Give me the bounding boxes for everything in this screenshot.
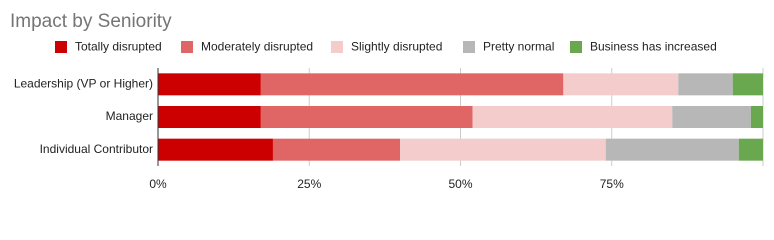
- legend-label: Moderately disrupted: [201, 40, 313, 54]
- legend-swatch: [331, 41, 343, 53]
- bar-segment: [472, 106, 673, 128]
- legend-swatch: [181, 41, 193, 53]
- bar-segment: [260, 106, 473, 128]
- y-tick-label: Individual Contributor: [40, 142, 153, 156]
- legend-swatch: [55, 41, 67, 53]
- x-tick-label: 75%: [600, 177, 624, 191]
- x-tick-label: 25%: [297, 177, 321, 191]
- bar-segment: [738, 138, 763, 161]
- bar-segment: [272, 138, 400, 161]
- bar-segment: [158, 106, 261, 128]
- legend-swatch: [570, 41, 582, 53]
- x-tick-label: 50%: [448, 177, 472, 191]
- chart-title: Impact by Seniority: [10, 11, 172, 32]
- bar-segment: [400, 138, 606, 161]
- legend-label: Slightly disrupted: [351, 40, 442, 54]
- legend-label: Totally disrupted: [75, 40, 162, 54]
- legend-label: Pretty normal: [483, 40, 554, 54]
- bar-segment: [158, 138, 273, 161]
- bar-segment: [732, 73, 763, 96]
- bar-segment: [678, 73, 733, 96]
- legend-swatch: [463, 41, 475, 53]
- y-tick-label: Leadership (VP or Higher): [14, 77, 153, 91]
- bar-segment: [563, 73, 679, 96]
- y-tick-label: Manager: [106, 109, 153, 123]
- chart: Impact by Seniority 0% 25% 50% 75% Totally d…: [10, 11, 764, 191]
- bar-segment: [158, 73, 261, 96]
- bar-segment: [260, 73, 564, 96]
- legend-label: Business has increased: [590, 40, 717, 54]
- bar-segment: [672, 106, 751, 128]
- x-tick-label: 0%: [149, 177, 167, 191]
- bar-segment: [750, 106, 763, 128]
- bar-segment: [605, 138, 739, 161]
